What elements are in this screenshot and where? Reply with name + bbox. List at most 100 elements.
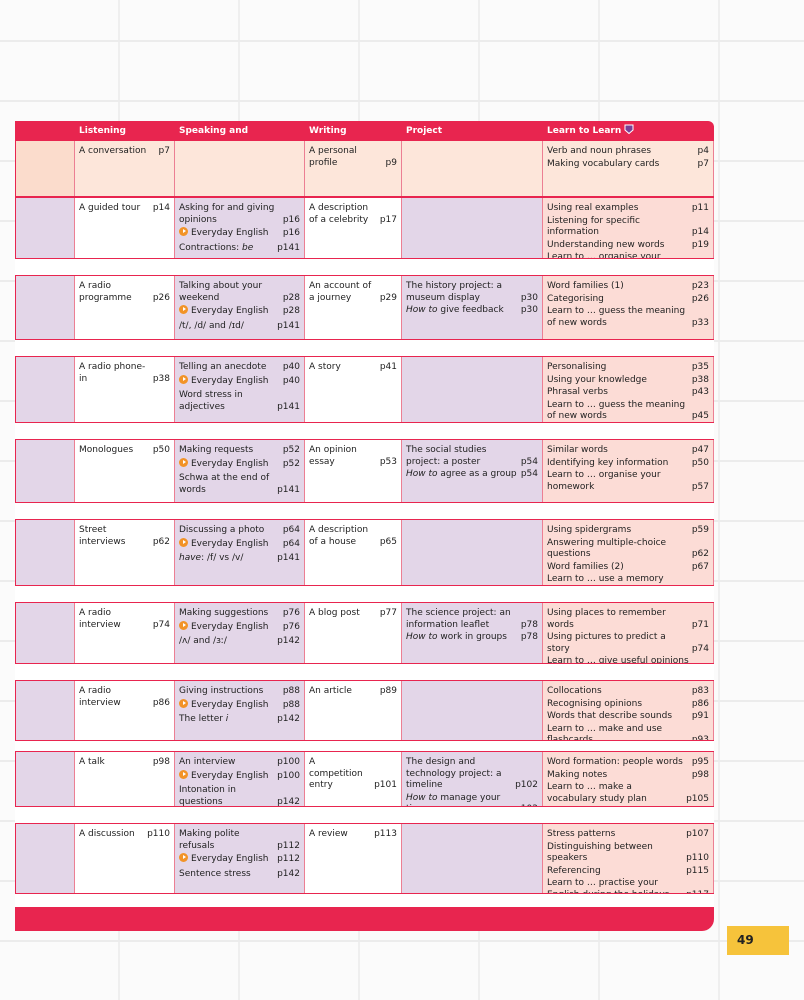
list-item: A personal profile p9: [309, 146, 397, 169]
play-icon: [179, 305, 188, 314]
play-icon: [179, 537, 188, 547]
table-cell: Giving instructions p88 Everyday English p8…: [175, 681, 305, 740]
item-text: Personalising: [547, 362, 689, 374]
item-label: The science project: an information leaf…: [406, 608, 511, 630]
page-ref: p47: [691, 445, 709, 455]
page-ref: p141: [277, 553, 300, 563]
list-item: Sentence stress p142: [179, 869, 300, 881]
page-ref: p14: [152, 203, 170, 213]
item-text: A description of a celebrity: [309, 203, 377, 226]
page-ref: p19: [691, 239, 709, 250]
item-text: Learn to … guess the meaning of new word…: [547, 400, 689, 423]
list-item: Personalising p35: [547, 362, 709, 374]
row-separator: [15, 893, 714, 907]
page-ref: p78: [520, 619, 538, 630]
unit-row: A radio interview p86 Giving instructions p…: [15, 681, 714, 745]
row-separator: [15, 806, 714, 824]
item-label: A personal profile: [309, 146, 357, 168]
list-item: Everyday English p100: [179, 769, 300, 783]
list-item: Using your knowledge p38: [547, 375, 709, 387]
page-ref: p41: [379, 362, 397, 372]
item-label: A radio interview: [79, 608, 121, 630]
table-cell: Talking about your weekend p28 Everyday En…: [175, 276, 305, 339]
play-icon: [179, 227, 188, 236]
item-text: An article: [309, 686, 377, 698]
item-label: A guided tour: [79, 203, 141, 213]
page-ref: p30: [520, 305, 538, 315]
column-title: Listening: [79, 126, 126, 136]
table-cell: A story p41: [305, 357, 402, 422]
table-cell: [402, 198, 543, 258]
table-header: Listening Speaking and pronunciation Writi…: [15, 121, 714, 156]
item-label: Word families (1): [547, 281, 624, 291]
unit-cell: [16, 440, 75, 502]
item-text: A radio interview: [79, 686, 150, 709]
row-separator: [15, 196, 714, 198]
list-item: Everyday English p76: [179, 620, 300, 634]
table-cell: Using spidergrams p59 Answering multiple-c…: [543, 520, 714, 596]
header-spacer: [15, 121, 75, 141]
play-icon: [179, 457, 188, 467]
item-text-part: give feedback: [437, 305, 504, 315]
list-item: Everyday English p40: [179, 374, 300, 388]
item-label: Street interviews: [79, 525, 126, 547]
item-text: Schwa at the end of words: [179, 473, 274, 496]
item-text: Understanding new words: [547, 240, 689, 252]
page-ref: p26: [691, 293, 709, 304]
list-item: Learn to … organise your homework p57: [547, 470, 709, 493]
list-item: A competition entry p101: [309, 757, 397, 792]
item-text: A radio interview: [79, 608, 150, 631]
list-item: Answering multiple-choice questions p62: [547, 538, 709, 561]
list-item: How to work in groups p78: [406, 632, 538, 644]
item-text: A description of a house: [309, 525, 377, 548]
item-text: The design and technology project: a tim…: [406, 757, 512, 792]
list-item: Everyday English p28: [179, 305, 300, 318]
column-title: Project: [406, 126, 443, 136]
item-text: A personal profile: [309, 146, 383, 169]
unit-row: A guided tour p14 Asking for and giving op…: [15, 198, 714, 274]
item-label: Asking for and giving opinions: [179, 203, 275, 225]
item-label: Everyday English: [191, 228, 269, 238]
page-ref: p95: [691, 757, 709, 767]
item-label: Everyday English: [191, 770, 269, 781]
page-ref: p16: [282, 214, 300, 225]
list-item: Phrasal verbs p43: [547, 387, 709, 399]
page-ref: p141: [277, 484, 300, 495]
table-cell: Word formation: people words p95 Making no…: [543, 752, 714, 806]
column-header: Listening: [75, 121, 175, 141]
table-cell: Discussing a photo p64 Everyday English p64…: [175, 520, 305, 585]
table-cell: A discussion p110: [75, 824, 175, 893]
item-text-part: How to: [406, 792, 438, 803]
page-ref: p4: [697, 146, 709, 156]
item-text: Giving instructions: [179, 686, 280, 698]
table-cell: A radio programme p26: [75, 276, 175, 339]
list-item: How to give feedback p30: [406, 305, 538, 317]
list-item: Using places to remember words p71: [547, 608, 709, 631]
row-separator: [15, 740, 714, 752]
item-label: Word stress in adjectives: [179, 390, 243, 412]
page-ref: p28: [282, 292, 300, 303]
item-label: A blog post: [309, 608, 360, 618]
item-label: Telling an anecdote: [179, 362, 267, 372]
item-label: Recognising opinions: [547, 698, 643, 709]
page-ref: p45: [691, 411, 709, 421]
item-label: Stress patterns: [547, 829, 616, 839]
item-text: Everyday English: [179, 698, 280, 712]
item-text: Using real examples: [547, 203, 689, 215]
column-header: Project: [402, 121, 543, 141]
page-ref: p115: [686, 865, 709, 876]
table-cell: Monologues p50: [75, 440, 175, 502]
item-text: Everyday English: [179, 227, 280, 240]
list-item: Categorising p26: [547, 294, 709, 306]
list-item: A radio phone-in p38: [79, 362, 170, 385]
item-label: The design and technology project: a tim…: [406, 757, 502, 790]
item-label: Everyday English: [191, 306, 269, 316]
item-text: An opinion essay: [309, 445, 377, 468]
column-title: Writing: [309, 126, 347, 136]
page-ref: p64: [282, 525, 300, 535]
list-item: Using spidergrams p59: [547, 525, 709, 537]
item-label: Distinguishing between speakers: [547, 841, 653, 864]
table-cell: Verb and noun phrases p4 Making vocabulary…: [543, 141, 714, 196]
item-label: Making notes: [547, 769, 608, 780]
item-text: Learn to … make a vocabulary study plan: [547, 782, 683, 805]
